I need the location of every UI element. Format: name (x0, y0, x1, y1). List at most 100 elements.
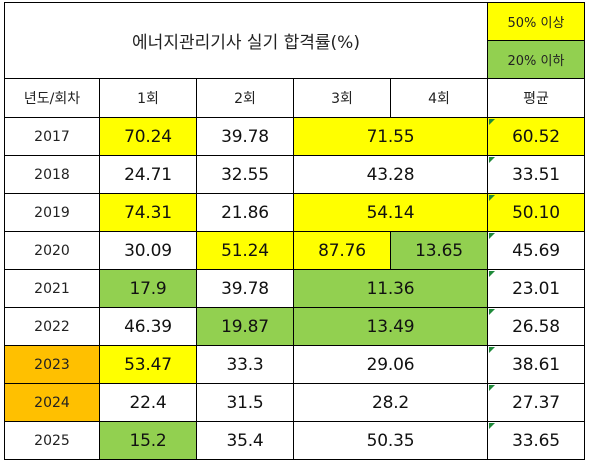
header-round-2-text: 2회 (234, 91, 256, 107)
cell-round-2[interactable]: 31.5 (196, 383, 294, 422)
cell-value: 13.49 (366, 316, 415, 337)
cell-average[interactable]: 38.61 (487, 345, 585, 384)
header-round-4-text: 4회 (428, 91, 450, 107)
cell-value: 33.51 (512, 164, 560, 185)
cell-value: 32.55 (221, 164, 269, 185)
cell-value: 50.10 (512, 202, 560, 223)
cell-year-text: 2024 (34, 394, 70, 411)
header-round-1-text: 1회 (137, 91, 159, 107)
cell-value: 27.37 (512, 392, 560, 413)
spreadsheet-area: 에너지관리기사 실기 합격률(%) 50% 이상 20% 이하 년도/회차 1회… (4, 2, 585, 460)
header-average-text: 평균 (523, 91, 549, 107)
table-title-text: 에너지관리기사 실기 합격률(%) (132, 33, 360, 53)
cell-year-text: 2021 (34, 280, 70, 297)
cell-round-3-4[interactable]: 29.06 (293, 345, 488, 384)
cell-average[interactable]: 45.69 (487, 231, 585, 270)
cell-round-3[interactable]: 87.76 (293, 231, 391, 270)
cell-value: 45.69 (512, 240, 560, 261)
cell-round-2[interactable]: 35.4 (196, 421, 294, 460)
cell-value: 28.2 (371, 392, 410, 413)
cell-value: 35.4 (226, 430, 264, 451)
table-row: 2019 74.31 21.86 54.14 50.10 (4, 193, 585, 232)
cell-year[interactable]: 2022 (4, 307, 100, 346)
cell-round-1[interactable]: 24.71 (99, 155, 197, 194)
cell-year-text: 2019 (34, 204, 70, 221)
cell-round-1[interactable]: 53.47 (99, 345, 197, 384)
cell-year[interactable]: 2023 (4, 345, 100, 384)
cell-value: 71.55 (366, 126, 415, 147)
cell-round-3-4[interactable]: 28.2 (293, 383, 488, 422)
cell-round-2[interactable]: 51.24 (196, 231, 294, 270)
cell-average[interactable]: 27.37 (487, 383, 585, 422)
cell-value: 29.06 (366, 354, 415, 375)
cell-round-4[interactable]: 13.65 (390, 231, 488, 270)
cell-value: 54.14 (366, 202, 415, 223)
cell-year[interactable]: 2017 (4, 117, 100, 156)
cell-round-3-4[interactable]: 54.14 (293, 193, 488, 232)
cell-round-3-4[interactable]: 11.36 (293, 269, 488, 308)
table-row: 2018 24.71 32.55 43.28 33.51 (4, 155, 585, 194)
cell-average[interactable]: 33.65 (487, 421, 585, 460)
header-round-1[interactable]: 1회 (99, 78, 197, 118)
cell-round-1[interactable]: 74.31 (99, 193, 197, 232)
cell-average[interactable]: 33.51 (487, 155, 585, 194)
cell-year[interactable]: 2024 (4, 383, 100, 422)
cell-year[interactable]: 2020 (4, 231, 100, 270)
cell-value: 70.24 (124, 126, 172, 147)
cell-average[interactable]: 26.58 (487, 307, 585, 346)
legend-low-cell[interactable]: 20% 이하 (487, 40, 585, 79)
table-row: 2021 17.9 39.78 11.36 23.01 (4, 269, 585, 308)
cell-value: 19.87 (221, 316, 269, 337)
table-title[interactable]: 에너지관리기사 실기 합격률(%) (4, 2, 488, 79)
cell-round-3-4[interactable]: 71.55 (293, 117, 488, 156)
cell-year[interactable]: 2018 (4, 155, 100, 194)
cell-average[interactable]: 60.52 (487, 117, 585, 156)
cell-year[interactable]: 2025 (4, 421, 100, 460)
cell-round-3-4[interactable]: 13.49 (293, 307, 488, 346)
cell-value: 33.3 (226, 354, 264, 375)
cell-round-1[interactable]: 17.9 (99, 269, 197, 308)
cell-year[interactable]: 2019 (4, 193, 100, 232)
cell-round-2[interactable]: 33.3 (196, 345, 294, 384)
cell-round-1[interactable]: 15.2 (99, 421, 197, 460)
cell-round-2[interactable]: 39.78 (196, 117, 294, 156)
header-round-4[interactable]: 4회 (390, 78, 488, 118)
cell-round-2[interactable]: 21.86 (196, 193, 294, 232)
legend-high-cell[interactable]: 50% 이상 (487, 2, 585, 41)
cell-round-1[interactable]: 30.09 (99, 231, 197, 270)
cell-value: 23.01 (512, 278, 560, 299)
cell-round-2[interactable]: 39.78 (196, 269, 294, 308)
header-year[interactable]: 년도/회차 (4, 78, 100, 118)
table-row: 2022 46.39 19.87 13.49 26.58 (4, 307, 585, 346)
cell-round-1[interactable]: 22.4 (99, 383, 197, 422)
cell-value: 24.71 (124, 164, 172, 185)
cell-round-1[interactable]: 70.24 (99, 117, 197, 156)
cell-value: 13.65 (415, 240, 463, 261)
cell-round-2[interactable]: 19.87 (196, 307, 294, 346)
legend-low-label: 20% 이하 (507, 54, 565, 69)
cell-value: 30.09 (124, 240, 172, 261)
table-row: 2025 15.2 35.4 50.35 33.65 (4, 421, 585, 460)
cell-year[interactable]: 2021 (4, 269, 100, 308)
cell-value: 74.31 (124, 202, 172, 223)
cell-round-3-4[interactable]: 50.35 (293, 421, 488, 460)
cell-value: 26.58 (512, 316, 560, 337)
cell-round-1[interactable]: 46.39 (99, 307, 197, 346)
header-round-3[interactable]: 3회 (293, 78, 391, 118)
table-row: 2023 53.47 33.3 29.06 38.61 (4, 345, 585, 384)
cell-round-2[interactable]: 32.55 (196, 155, 294, 194)
cell-value: 15.2 (129, 430, 167, 451)
cell-value: 87.76 (318, 240, 366, 261)
cell-value: 60.52 (512, 126, 560, 147)
cell-average[interactable]: 23.01 (487, 269, 585, 308)
header-round-3-text: 3회 (331, 91, 353, 107)
cell-year-text: 2017 (34, 128, 70, 145)
cell-year-text: 2022 (34, 318, 70, 335)
cell-value: 46.39 (124, 316, 172, 337)
cell-average[interactable]: 50.10 (487, 193, 585, 232)
cell-value: 31.5 (226, 392, 264, 413)
header-round-2[interactable]: 2회 (196, 78, 294, 118)
header-average[interactable]: 평균 (487, 78, 585, 118)
cell-round-3-4[interactable]: 43.28 (293, 155, 488, 194)
cell-value: 43.28 (366, 164, 415, 185)
